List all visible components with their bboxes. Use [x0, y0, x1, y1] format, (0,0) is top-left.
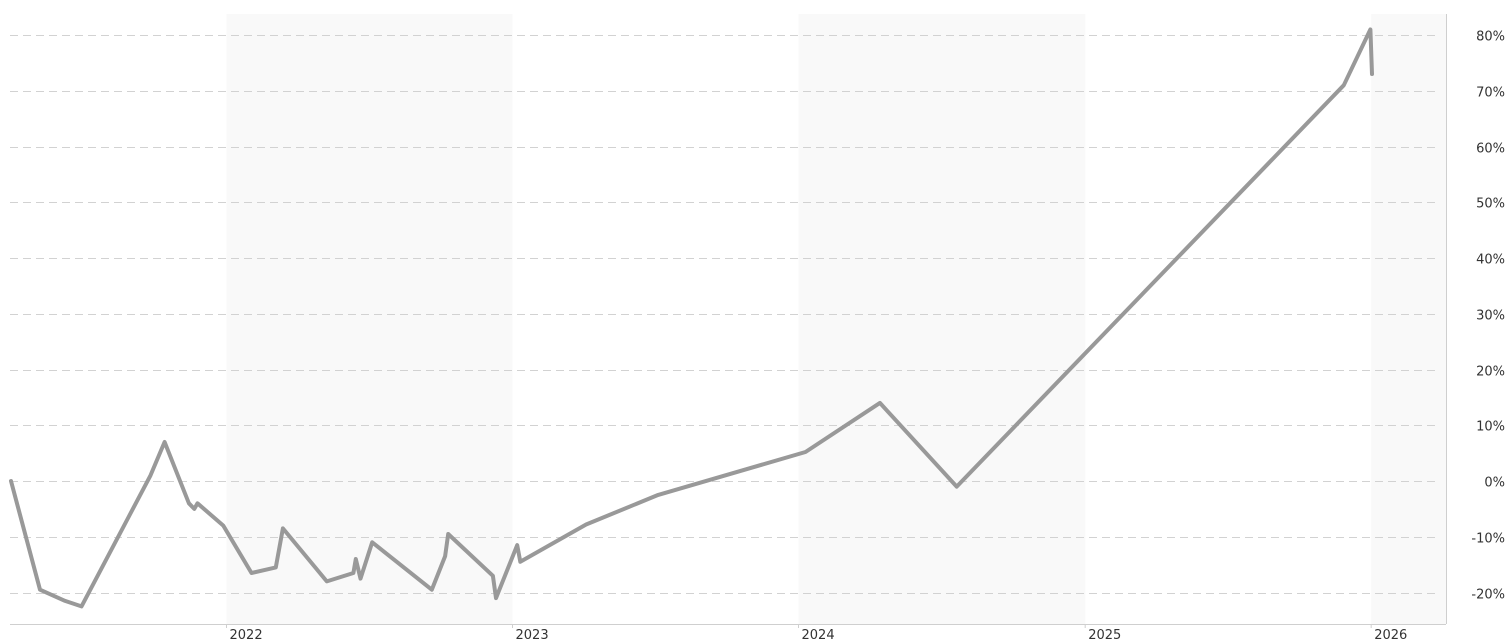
y-tick-label: 20%: [1476, 365, 1505, 380]
x-tick-labels: 2022 2023 2024 2025 2026: [227, 624, 1408, 642]
x-tick-label: 2022: [230, 628, 263, 642]
y-tick-label: -10%: [1471, 532, 1505, 547]
x-tick-label: 2026: [1374, 628, 1407, 642]
year-bands: [227, 14, 1447, 624]
x-tick-label: 2025: [1088, 628, 1121, 642]
x-tick-label: 2023: [516, 628, 549, 642]
series-line-0: [11, 29, 1372, 606]
y-tick-label: 50%: [1476, 197, 1505, 212]
y-tick-label: 0%: [1484, 476, 1505, 491]
y-tick-label: 60%: [1476, 142, 1505, 157]
year-band-2: [1371, 14, 1446, 624]
year-band-0: [227, 14, 513, 624]
series-group: [11, 29, 1372, 606]
grid-lines: [10, 36, 1440, 594]
y-tick-label: 10%: [1476, 420, 1505, 435]
y-tick-label: 70%: [1476, 86, 1505, 101]
y-tick-label: 40%: [1476, 253, 1505, 268]
y-tick-label: -20%: [1471, 588, 1505, 603]
year-band-1: [799, 14, 1086, 624]
y-tick-labels: 80% 70% 60% 50% 40% 30% 20% 10% 0% -10% -20%: [1471, 30, 1505, 603]
y-tick-label: 30%: [1476, 309, 1505, 324]
x-tick-label: 2024: [802, 628, 835, 642]
y-tick-label: 80%: [1476, 30, 1505, 45]
